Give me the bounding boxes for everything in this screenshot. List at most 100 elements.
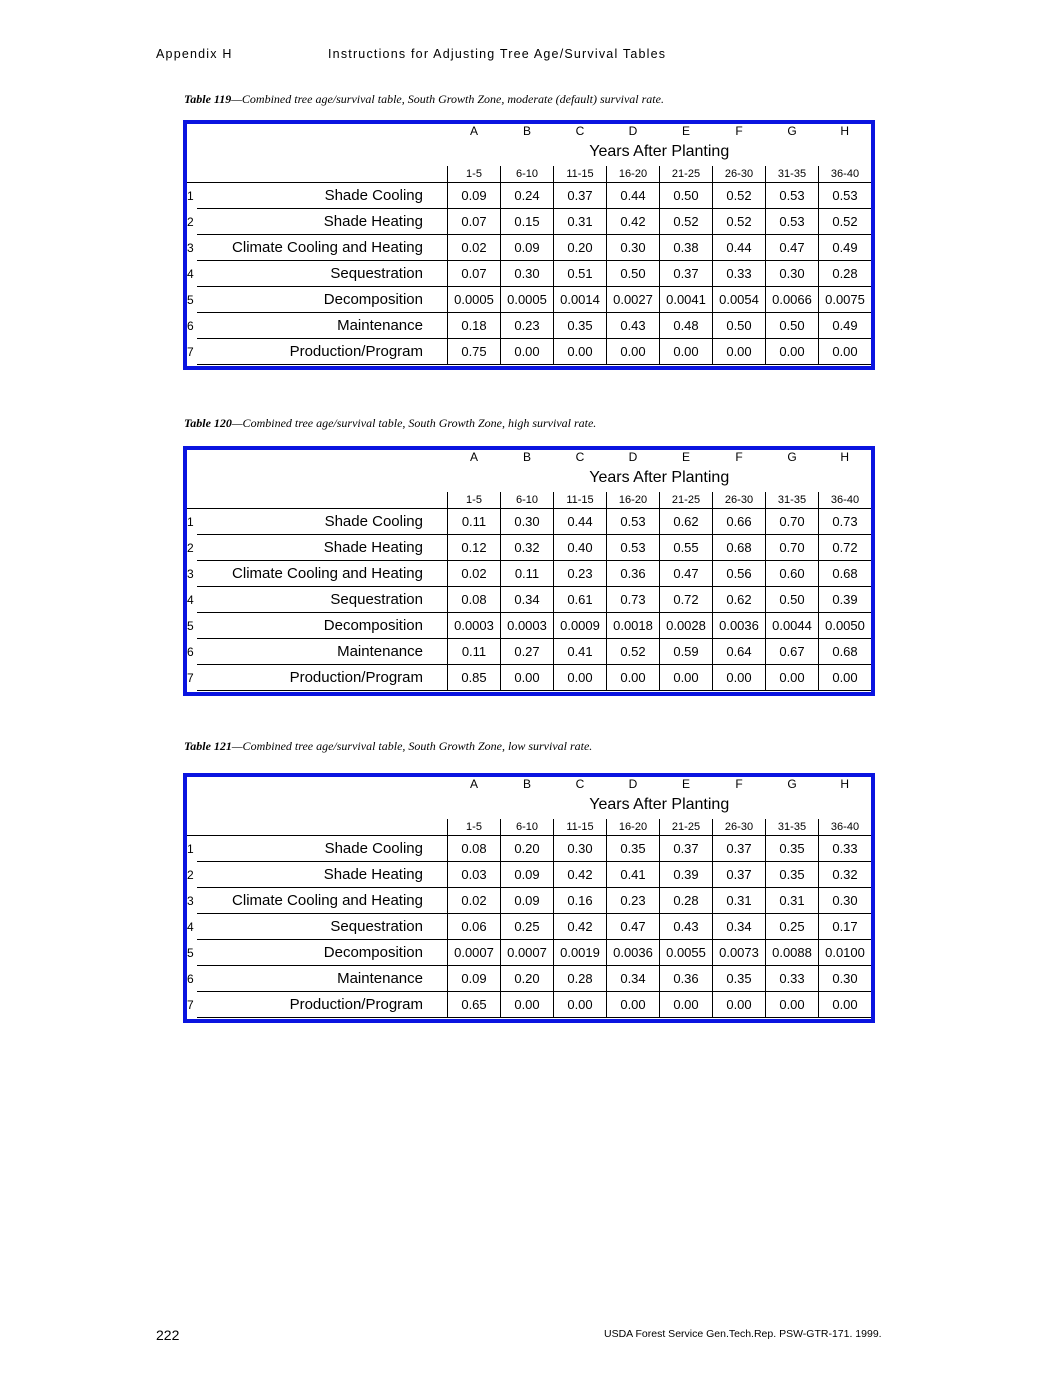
table-cell: 0.35 [712, 965, 766, 992]
year-range-row: 1-5 6-10 11-15 16-20 21-25 26-30 31-35 36-40 [187, 166, 871, 183]
row-label: Sequestration [197, 913, 448, 940]
table-cell: 0.43 [659, 913, 713, 940]
year-range-header: 16-20 [606, 166, 660, 183]
table-cell: 0.52 [659, 208, 713, 235]
row-number: 3 [187, 240, 194, 255]
row-number: 3 [187, 893, 194, 908]
table-cell: 0.59 [659, 638, 713, 665]
row-label: Shade Cooling [197, 835, 448, 862]
table-row: 1 Shade Cooling 0.11 0.30 0.44 0.53 0.62 0.66 0.… [187, 508, 871, 535]
table-cell: 0.00 [606, 991, 660, 1018]
year-range-header: 16-20 [606, 492, 660, 509]
table-cell: 0.47 [659, 560, 713, 587]
row-label: Sequestration [197, 586, 448, 613]
row-number: 7 [187, 344, 194, 359]
table-cell: 0.00 [606, 338, 660, 365]
column-letter: B [522, 450, 531, 464]
table-cell: 0.50 [712, 312, 766, 339]
table-cell: 0.0041 [659, 286, 713, 313]
row-label: Shade Heating [197, 861, 448, 888]
table-cell: 0.32 [500, 534, 554, 561]
row-label: Maintenance [197, 965, 448, 992]
table-cell: 0.0018 [606, 612, 660, 639]
table-number: Table 121 [184, 739, 232, 753]
table-row: 3 Climate Cooling and Heating 0.02 0.09 0.16… [187, 887, 871, 914]
table-cell: 0.50 [606, 260, 660, 287]
column-letter: C [575, 124, 585, 138]
table-cell: 0.51 [553, 260, 607, 287]
table-cell: 0.20 [553, 234, 607, 261]
table-cell: 0.30 [765, 260, 819, 287]
row-number: 5 [187, 945, 194, 960]
column-letter: H [840, 124, 850, 138]
table-cell: 0.65 [447, 991, 501, 1018]
table-cell: 0.37 [659, 260, 713, 287]
table-cell: 0.23 [500, 312, 554, 339]
table-cell: 0.08 [447, 586, 501, 613]
column-letter: E [681, 450, 690, 464]
table-cell: 0.0100 [818, 939, 871, 966]
table-cell: 0.50 [765, 312, 819, 339]
table-cell: 0.09 [500, 887, 554, 914]
table-cell: 0.23 [606, 887, 660, 914]
table-cell: 0.00 [659, 664, 713, 691]
year-range-header: 11-15 [553, 819, 607, 836]
table-cell: 0.02 [447, 887, 501, 914]
table-caption-text: —Combined tree age/survival table, South… [231, 416, 597, 430]
year-range-header: 11-15 [553, 166, 607, 183]
column-letter: D [628, 450, 638, 464]
table-cell: 0.28 [553, 965, 607, 992]
blank-corner [187, 166, 448, 183]
year-range-header: 1-5 [447, 492, 501, 509]
table-cell: 0.52 [818, 208, 871, 235]
table-cell: 0.53 [606, 534, 660, 561]
table-cell: 0.70 [765, 508, 819, 535]
table-cell: 0.0066 [765, 286, 819, 313]
table-cell: 0.44 [553, 508, 607, 535]
table-cell: 0.73 [818, 508, 871, 535]
table-cell: 0.42 [553, 913, 607, 940]
column-letter: F [735, 124, 743, 138]
table-cell: 0.73 [606, 586, 660, 613]
table-cell: 0.24 [500, 182, 554, 209]
column-letter: H [840, 450, 850, 464]
table-cell: 0.49 [818, 234, 871, 261]
table-cell: 0.0005 [447, 286, 501, 313]
row-label: Production/Program [197, 991, 448, 1018]
row-label: Climate Cooling and Heating [197, 560, 448, 587]
table-cell: 0.00 [553, 664, 607, 691]
table-cell: 0.03 [447, 861, 501, 888]
table-cell: 0.34 [500, 586, 554, 613]
table-number: Table 119 [184, 92, 232, 106]
table-cell: 0.49 [818, 312, 871, 339]
table-cell: 0.20 [500, 965, 554, 992]
table-cell: 0.67 [765, 638, 819, 665]
row-number: 3 [187, 566, 194, 581]
column-letter: D [628, 777, 638, 791]
table-row: 4 Sequestration 0.08 0.34 0.61 0.73 0.72 0.62 0.… [187, 586, 871, 613]
table-cell: 0.37 [553, 182, 607, 209]
year-range-header: 21-25 [659, 819, 713, 836]
table-cell: 0.37 [712, 861, 766, 888]
row-label: Production/Program [197, 338, 448, 365]
table-cell: 0.35 [765, 861, 819, 888]
table-row: 1 Shade Cooling 0.08 0.20 0.30 0.35 0.37 0.37 0.… [187, 835, 871, 862]
row-number: 6 [187, 644, 194, 659]
column-letter: C [575, 450, 585, 464]
table-cell: 0.0036 [606, 939, 660, 966]
row-label: Climate Cooling and Heating [197, 887, 448, 914]
table-cell: 0.18 [447, 312, 501, 339]
table-cell: 0.34 [712, 913, 766, 940]
blank-corner [187, 819, 448, 836]
table-cell: 0.35 [553, 312, 607, 339]
column-letter: E [681, 777, 690, 791]
years-label-row: Years After Planting [187, 138, 871, 166]
table-cell: 0.44 [606, 182, 660, 209]
row-label: Maintenance [197, 312, 448, 339]
table-cell: 0.00 [712, 338, 766, 365]
table-cell: 0.61 [553, 586, 607, 613]
table-cell: 0.07 [447, 208, 501, 235]
table-cell: 0.02 [447, 234, 501, 261]
table-cell: 0.31 [553, 208, 607, 235]
table-cell: 0.20 [500, 835, 554, 862]
